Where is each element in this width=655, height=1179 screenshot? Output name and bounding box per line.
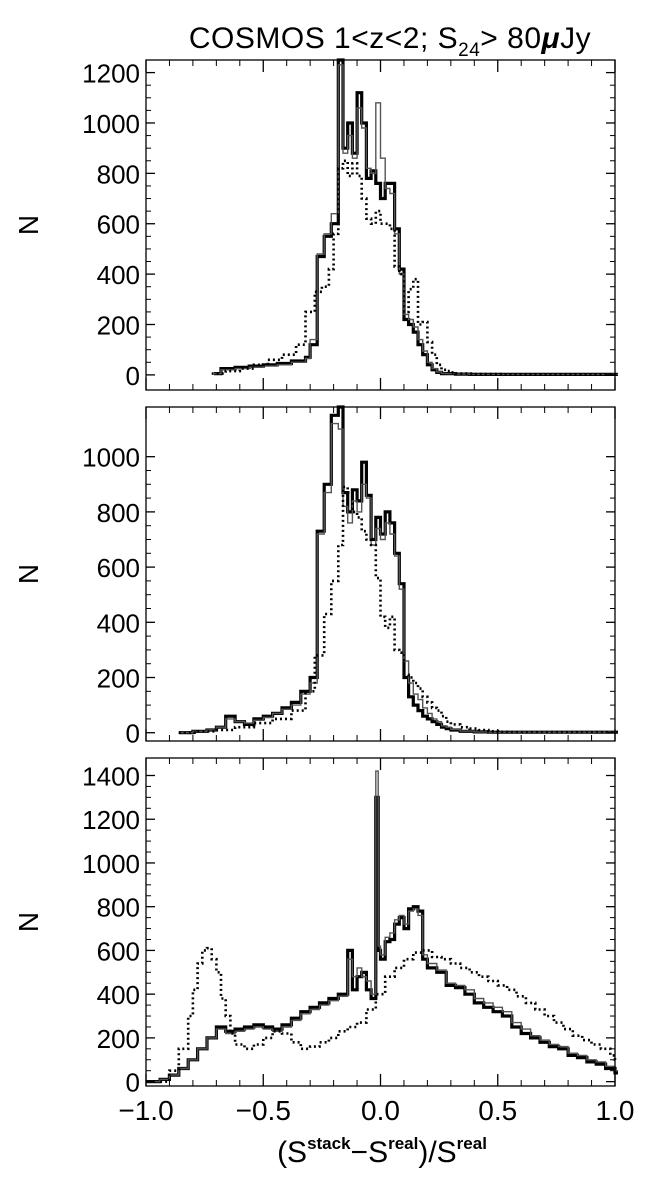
- y-tick-label: 200: [97, 311, 140, 341]
- x-tick-label: 0.0: [361, 1095, 400, 1126]
- y-tick-label: 200: [97, 664, 140, 694]
- y-tick-label: 600: [97, 553, 140, 583]
- xlabel-mid: −S: [351, 1136, 389, 1169]
- xlabel-sup-real-denominator: real: [457, 1134, 487, 1153]
- y-tick-label: 1200: [82, 59, 140, 89]
- figure-title: COSMOS 1<z<2; S24> 80μJy: [189, 22, 591, 61]
- y-axis-label-top: N: [13, 215, 44, 235]
- y-tick-label: 800: [97, 159, 140, 189]
- y-tick-label: 1200: [82, 805, 140, 835]
- y-tick-label: 0: [126, 719, 140, 749]
- plot-frame-middle: [145, 406, 616, 742]
- y-tick-label: 800: [97, 498, 140, 528]
- y-tick-label: 1000: [82, 109, 140, 139]
- panel-bottom: 0 200 400 600 800 1000 1200 1400 −1.0 −0.5 0.0 0.5 1…: [13, 757, 635, 1126]
- y-tick-label: 1400: [82, 761, 140, 791]
- xlabel-sup-stack: stack: [307, 1134, 351, 1153]
- series-thin-middle: [178, 422, 618, 734]
- x-tick-label: 0.5: [478, 1095, 517, 1126]
- series-thin-top: [214, 64, 618, 376]
- x-axis-label: (Sstack−Sreal)/Sreal: [277, 1134, 487, 1169]
- series-dotted-bottom: [160, 946, 618, 1083]
- title-subscript: 24: [458, 40, 480, 61]
- xlabel-sup-real: real: [388, 1134, 418, 1153]
- y-tick-label: 800: [97, 893, 140, 923]
- y-tick-label: 0: [126, 1068, 140, 1098]
- y-tick-label: 1000: [82, 849, 140, 879]
- series-thick-bottom: [146, 795, 618, 1084]
- series-dotted-middle: [178, 485, 618, 734]
- panel-top: 0 200 400 600 800 1000 1200 N: [13, 58, 618, 391]
- series-dotted-top: [211, 159, 618, 376]
- panels: 0 200 400 600 800 1000 1200 N 0 200 400 600 800 1000 N…: [13, 58, 635, 1126]
- x-tick-label: −1.0: [118, 1095, 173, 1126]
- y-tick-label: 200: [97, 1024, 140, 1054]
- y-tick-label: 400: [97, 980, 140, 1010]
- y-axis-label-bottom: N: [13, 912, 44, 932]
- series-thick-middle: [178, 405, 618, 735]
- y-tick-label: 600: [97, 936, 140, 966]
- xlabel-open: (S: [277, 1136, 307, 1169]
- y-tick-label: 1000: [82, 443, 140, 473]
- panel-middle: 0 200 400 600 800 1000 N: [13, 405, 618, 749]
- y-tick-label: 0: [126, 361, 140, 391]
- series-thin-bottom: [146, 770, 618, 1083]
- y-axis-label-middle: N: [13, 564, 44, 584]
- title-mu: μ: [541, 22, 561, 55]
- xlabel-close: )/S: [418, 1136, 456, 1169]
- title-main: COSMOS 1<z<2; S: [189, 22, 458, 55]
- y-tick-label: 400: [97, 260, 140, 290]
- y-tick-label: 600: [97, 210, 140, 240]
- title-tail: > 80: [480, 22, 541, 55]
- x-tick-label: −0.5: [236, 1095, 291, 1126]
- x-tick-label: 1.0: [596, 1095, 635, 1126]
- y-tick-label: 400: [97, 608, 140, 638]
- title-unit: Jy: [560, 22, 591, 55]
